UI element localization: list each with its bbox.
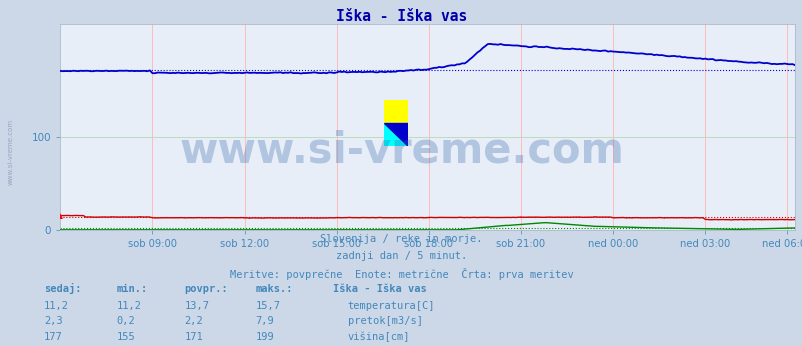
- Text: Meritve: povprečne  Enote: metrične  Črta: prva meritev: Meritve: povprečne Enote: metrične Črta:…: [229, 268, 573, 280]
- Text: Iška - Iška vas: Iška - Iška vas: [335, 9, 467, 24]
- Polygon shape: [383, 123, 407, 146]
- Text: 2,2: 2,2: [184, 316, 203, 326]
- Text: 7,9: 7,9: [255, 316, 273, 326]
- Text: Slovenija / reke in morje.: Slovenija / reke in morje.: [320, 234, 482, 244]
- Text: min.:: min.:: [116, 284, 148, 294]
- Text: pretok[m3/s]: pretok[m3/s]: [347, 316, 422, 326]
- Text: 155: 155: [116, 332, 135, 342]
- Text: www.si-vreme.com: www.si-vreme.com: [179, 129, 623, 172]
- Text: 177: 177: [44, 332, 63, 342]
- Text: 11,2: 11,2: [116, 301, 141, 311]
- Text: višina[cm]: višina[cm]: [347, 331, 410, 342]
- Text: zadnji dan / 5 minut.: zadnji dan / 5 minut.: [335, 251, 467, 261]
- Text: 2,3: 2,3: [44, 316, 63, 326]
- Text: 11,2: 11,2: [44, 301, 69, 311]
- Text: 199: 199: [255, 332, 273, 342]
- Text: Iška - Iška vas: Iška - Iška vas: [333, 284, 427, 294]
- Polygon shape: [383, 123, 407, 146]
- Text: temperatura[C]: temperatura[C]: [347, 301, 435, 311]
- Text: povpr.:: povpr.:: [184, 284, 228, 294]
- Text: www.si-vreme.com: www.si-vreme.com: [7, 119, 14, 185]
- Text: 171: 171: [184, 332, 203, 342]
- Text: 13,7: 13,7: [184, 301, 209, 311]
- Text: sedaj:: sedaj:: [44, 283, 82, 294]
- Text: maks.:: maks.:: [255, 284, 293, 294]
- Polygon shape: [383, 100, 407, 123]
- Text: 15,7: 15,7: [255, 301, 280, 311]
- Text: 0,2: 0,2: [116, 316, 135, 326]
